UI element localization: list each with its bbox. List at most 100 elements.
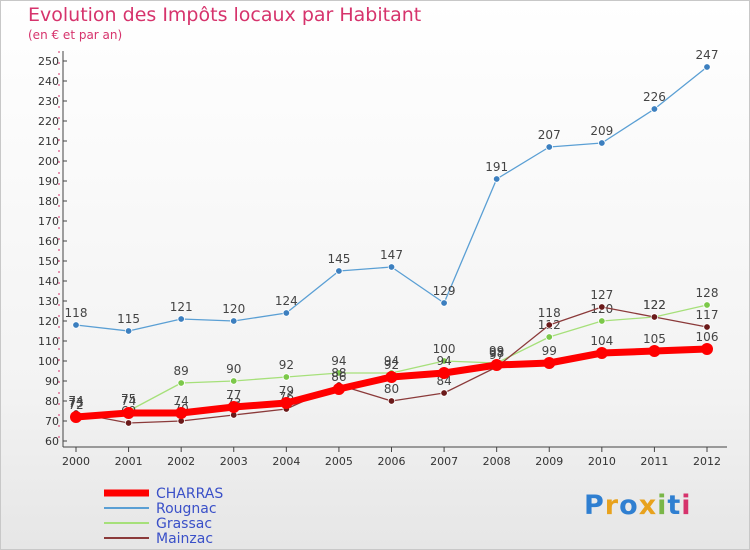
data-label-rougnac: 115 [117,312,140,326]
x-tick-label: 2006 [378,455,406,468]
logo-letter: t [667,490,682,521]
legend-label-charras: CHARRAS [156,486,223,502]
data-label-grassac: 94 [384,354,399,368]
y-tick-label: 110 [38,335,59,348]
data-label-grassac: 75 [121,392,136,406]
data-label-rougnac: 118 [65,306,88,320]
data-point-grassac [598,317,606,325]
y-tick-label: 230 [38,95,59,108]
y-tick-label: 150 [38,255,59,268]
data-point-charras [595,347,608,359]
y-tick-label: 180 [38,195,59,208]
data-point-rougnac [124,327,133,335]
x-tick-label: 2001 [115,455,143,468]
data-label-mainzac: 122 [643,298,666,312]
data-point-rougnac [492,175,501,183]
x-tick-label: 2004 [272,455,300,468]
data-label-rougnac: 209 [590,124,613,138]
logo-letter: i [657,490,668,521]
data-label-rougnac: 147 [380,248,403,262]
data-point-grassac [177,379,185,387]
data-label-grassac: 100 [433,342,456,356]
data-label-grassac: 94 [331,354,346,368]
data-label-rougnac: 247 [696,48,719,62]
y-tick-label: 140 [38,275,59,288]
data-point-mainzac [598,303,606,311]
page-subtitle: (en € et par an) [28,28,123,42]
logo-letter: o [619,490,639,521]
data-label-mainzac: 127 [590,288,613,302]
data-label-charras: 105 [643,332,666,346]
data-label-charras: 99 [542,344,557,358]
y-tick-label: 60 [45,435,59,448]
data-label-rougnac: 226 [643,90,666,104]
data-point-mainzac [124,419,133,427]
y-tick-label: 240 [38,75,59,88]
data-point-grassac [545,333,553,341]
data-label-rougnac: 121 [170,300,193,314]
data-point-charras [227,401,240,413]
data-point-mainzac [545,321,553,329]
data-label-charras: 104 [590,334,613,348]
data-label-charras: 77 [226,388,241,402]
y-tick-label: 160 [38,235,59,248]
data-point-charras [70,411,82,423]
data-label-charras: 74 [174,394,189,408]
data-label-charras: 98 [489,346,504,360]
data-label-charras: 94 [436,354,451,368]
data-point-charras [701,343,713,355]
x-tick-label: 2000 [62,455,90,468]
data-label-rougnac: 124 [275,294,298,308]
data-label-grassac: 122 [643,298,666,312]
data-label-grassac: 99 [489,344,504,358]
y-tick-label: 220 [38,115,59,128]
data-point-rougnac [387,263,396,271]
data-label-rougnac: 191 [485,160,508,174]
data-point-rougnac [545,143,553,151]
data-point-rougnac [230,317,238,325]
data-point-mainzac [650,313,659,321]
data-point-rougnac [282,309,291,317]
data-point-rougnac [177,315,185,323]
data-label-grassac: 128 [696,286,719,300]
data-point-charras [490,359,503,371]
data-point-rougnac [335,267,343,275]
data-label-mainzac: 117 [696,308,719,322]
y-tick-label: 80 [45,395,59,408]
data-point-grassac [230,377,238,385]
logo-letter: x [638,490,658,521]
data-point-mainzac [703,323,711,331]
data-label-rougnac: 129 [433,284,456,298]
x-tick-label: 2003 [220,455,248,468]
data-point-rougnac [703,63,711,71]
x-tick-label: 2011 [640,455,668,468]
data-label-grassac: 90 [226,362,241,376]
x-tick-label: 2010 [588,455,616,468]
proxiti-logo: Proxiti [584,490,692,521]
y-tick-label: 120 [38,315,59,328]
data-label-grassac: 73 [68,396,83,410]
x-tick-label: 2012 [693,455,721,468]
x-tick-label: 2002 [167,455,195,468]
data-label-charras: 74 [121,394,136,408]
data-point-charras [280,397,293,409]
data-label-charras: 106 [696,330,719,344]
data-point-grassac [440,357,448,365]
data-point-mainzac [387,397,396,405]
data-label-rougnac: 207 [538,128,561,142]
data-label-grassac: 92 [279,358,294,372]
data-label-charras: 86 [331,370,346,384]
data-point-rougnac [72,321,80,329]
y-tick-label: 200 [38,155,59,168]
data-point-grassac [282,373,291,381]
data-label-rougnac: 120 [222,302,245,316]
data-label-grassac: 89 [174,364,189,378]
data-point-charras [543,357,556,369]
x-tick-label: 2005 [325,455,353,468]
data-point-charras [332,383,345,395]
legend-label-mainzac: Mainzac [156,531,213,547]
page-title: Evolution des Impôts locaux par Habitant [28,4,422,26]
logo-letter: r [604,490,620,521]
